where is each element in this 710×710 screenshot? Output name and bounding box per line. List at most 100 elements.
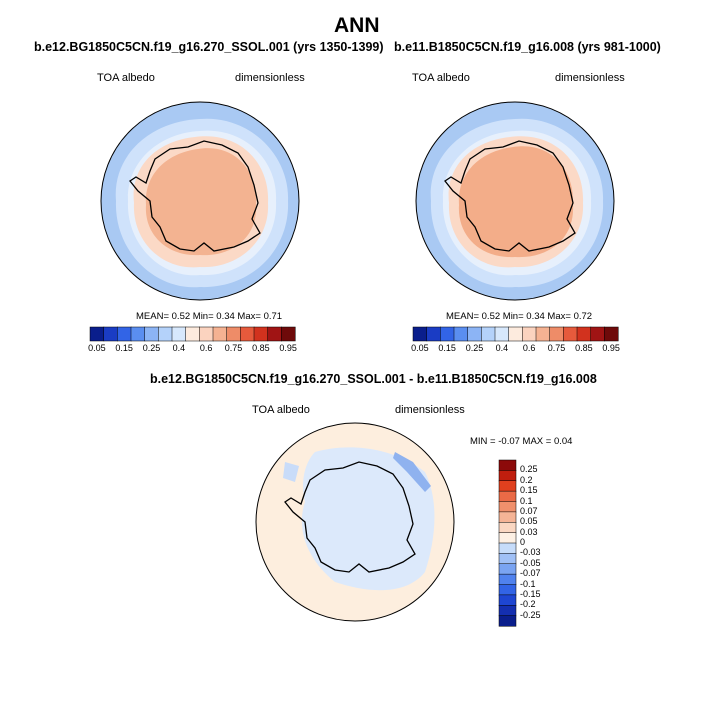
colorbar-swatch (103, 326, 118, 342)
colorbar-tick-label: 0.15 (520, 485, 538, 496)
panel-right-stats: MEAN= 0.52 Min= 0.34 Max= 0.72 (446, 311, 593, 322)
colorbar-tick-label: 0.6 (522, 343, 536, 353)
colorbar-swatch (494, 326, 510, 342)
colorbar-swatch (498, 470, 517, 482)
colorbar-tick-label: 0.75 (547, 343, 566, 353)
mean-value: 0.52 (171, 311, 191, 322)
panel-right-colorbar (412, 326, 619, 342)
min-value: 0.34 (216, 311, 235, 322)
colorbar-swatch (467, 326, 482, 342)
colorbar-tick-label: 0.15 (115, 343, 133, 353)
colorbar-tick-label: 0.05 (88, 343, 106, 353)
panel-left-colorbar-ticks: 0.05 0.15 0.25 0.4 0.6 0.75 0.85 0.95 (88, 343, 297, 355)
panel-left-map (100, 101, 300, 301)
colorbar-swatch (212, 326, 228, 342)
colorbar-swatch (89, 326, 105, 342)
panel-diff-colorbar (498, 459, 517, 627)
colorbar-tick-label: 0.85 (575, 343, 593, 353)
colorbar-tick-label: 0.07 (520, 505, 538, 516)
panel-left-colorbar (89, 326, 296, 342)
map-border (255, 422, 455, 622)
colorbar-tick-label: 0.75 (224, 343, 243, 353)
colorbar-tick-label: 0.6 (199, 343, 213, 353)
colorbar-tick-label: 0.25 (465, 343, 484, 353)
max-value: 0.72 (573, 311, 593, 322)
colorbar-swatch (563, 326, 578, 342)
colorbar-swatch (498, 490, 517, 503)
map-border (415, 101, 615, 301)
colorbar-swatch (171, 326, 187, 342)
colorbar-swatch (117, 326, 132, 342)
colorbar-swatch (604, 326, 619, 342)
colorbar-tick-label: 0.05 (520, 516, 538, 527)
colorbar-swatch (158, 326, 173, 342)
colorbar-tick-label: 0 (520, 537, 526, 547)
colorbar-swatch (498, 573, 517, 586)
panel-right-variable-label: TOA albedo (412, 72, 470, 84)
colorbar-swatch (226, 326, 241, 342)
colorbar-swatch (498, 511, 517, 523)
colorbar-swatch (199, 326, 214, 342)
colorbar-tick-label: 0.03 (520, 526, 538, 537)
colorbar-swatch (185, 326, 200, 342)
colorbar-swatch (508, 326, 523, 342)
colorbar-swatch (253, 326, 269, 342)
colorbar-swatch (267, 326, 282, 342)
colorbar-tick-label: 0.25 (142, 343, 161, 353)
colorbar-swatch (240, 326, 255, 342)
colorbar-swatch (549, 326, 564, 342)
colorbar-tick-label: 0.95 (279, 343, 297, 353)
antarctica-outline (284, 461, 416, 573)
colorbar-swatch (498, 532, 517, 544)
colorbar-swatch (498, 594, 517, 606)
colorbar-swatch (426, 326, 441, 342)
colorbar-swatch (498, 459, 517, 471)
colorbar-swatch (498, 480, 517, 492)
colorbar-tick-label: 0.2 (520, 474, 533, 485)
colorbar-tick-label: -0.25 (520, 609, 541, 620)
colorbar-tick-label: 0.25 (520, 464, 538, 475)
panel-diff-map (255, 422, 455, 622)
colorbar-swatch (590, 326, 605, 342)
min-value: -0.07 (498, 436, 520, 447)
colorbar-tick-label: 0.4 (495, 343, 509, 353)
max-value: 0.71 (263, 311, 283, 322)
colorbar-swatch (144, 326, 159, 342)
colorbar-tick-label: 0.4 (172, 343, 186, 353)
colorbar-tick-label: 0.1 (520, 495, 533, 506)
panel-right-units-label: dimensionless (555, 72, 625, 84)
band-salmon (458, 146, 574, 258)
max-value: 0.04 (553, 436, 573, 447)
difference-field-negative-patch (283, 462, 299, 482)
colorbar-swatch (535, 326, 551, 342)
colorbar-swatch (481, 326, 496, 342)
panel-left-case-title: b.e12.BG1850C5CN.f19_g16.270_SSOL.001 (y… (34, 40, 384, 54)
antarctica-outline (444, 140, 576, 252)
colorbar-swatch (498, 522, 517, 534)
colorbar-swatch (498, 605, 517, 617)
colorbar-swatch (412, 326, 428, 342)
colorbar-swatch (522, 326, 537, 342)
panel-right-case-title: b.e11.B1850C5CN.f19_g16.008 (yrs 981-100… (394, 40, 661, 54)
difference-field-strong-negative (393, 452, 431, 492)
panel-right-colorbar-ticks: 0.05 0.15 0.25 0.4 0.6 0.75 0.85 0.95 (411, 343, 620, 355)
colorbar-tick-label: -0.2 (520, 599, 536, 610)
colorbar-swatch (498, 501, 517, 513)
colorbar-tick-label: -0.05 (520, 557, 541, 568)
chart-title: ANN (334, 14, 380, 37)
colorbar-tick-label: -0.03 (520, 547, 541, 558)
panel-left-units-label: dimensionless (235, 72, 305, 84)
colorbar-tick-label: 0.95 (602, 343, 620, 353)
panel-left-stats: MEAN= 0.52 Min= 0.34 Max= 0.71 (136, 311, 283, 322)
panel-diff-case-title: b.e12.BG1850C5CN.f19_g16.270_SSOL.001 - … (150, 372, 597, 386)
colorbar-swatch (498, 584, 517, 596)
colorbar-swatch (440, 326, 455, 342)
colorbar-tick-label: 0.85 (252, 343, 270, 353)
colorbar-tick-label: 0.15 (438, 343, 456, 353)
colorbar-swatch (498, 615, 517, 627)
map-border (100, 101, 300, 301)
colorbar-swatch (130, 326, 146, 342)
panel-diff-stats: MIN = -0.07 MAX = 0.04 (470, 436, 573, 447)
antarctica-outline (129, 140, 261, 252)
panel-right-map (415, 101, 615, 301)
